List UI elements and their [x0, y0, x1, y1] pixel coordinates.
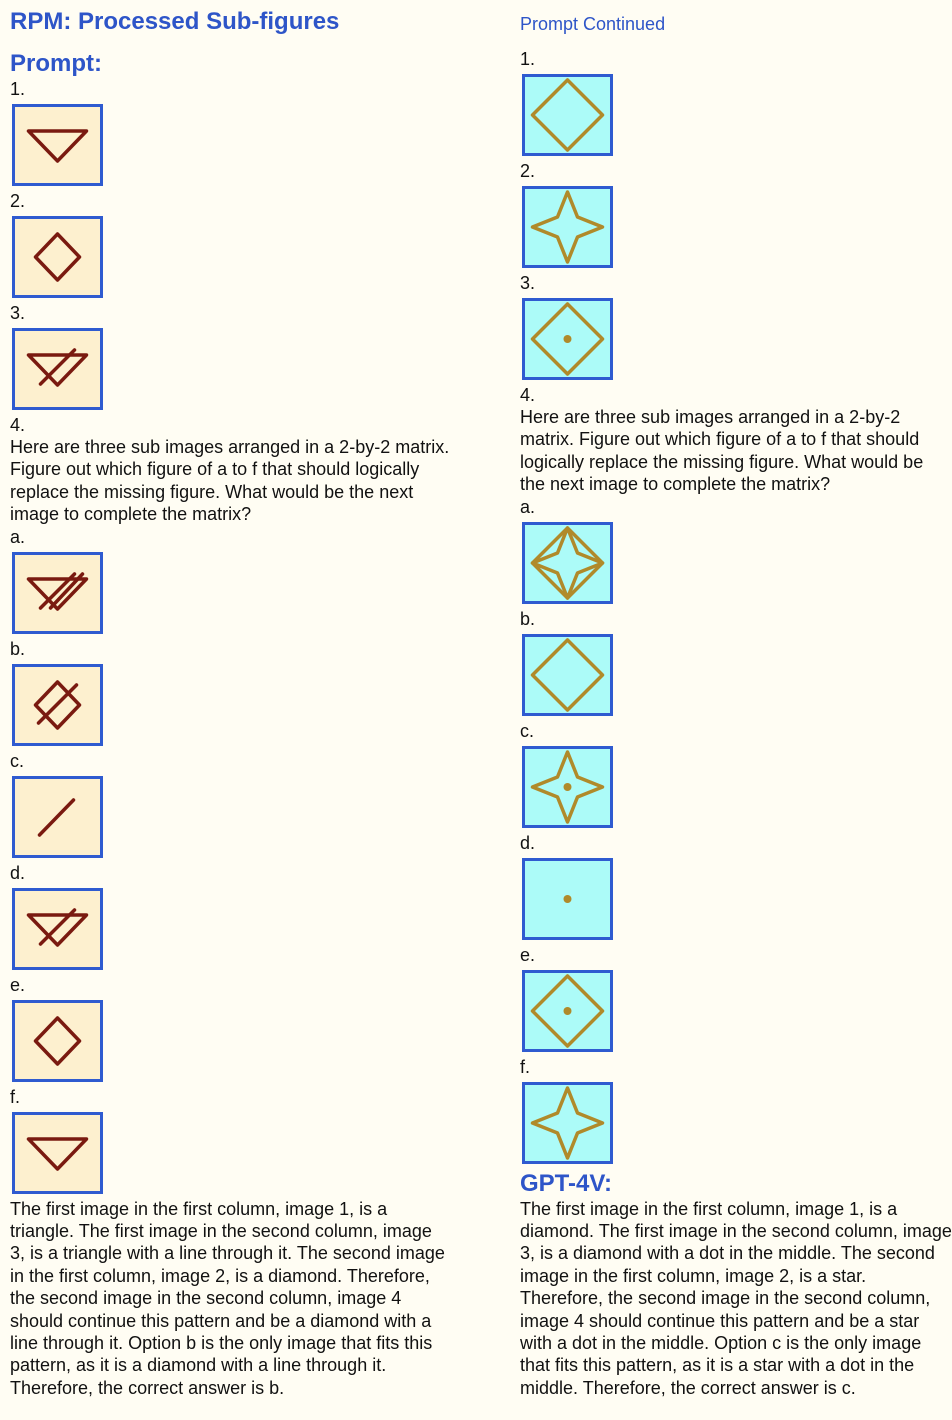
diamond-icon [33, 232, 82, 282]
triangle-line-icon [26, 348, 89, 387]
option-label: a. [520, 496, 536, 517]
answer-text: The first image in the first column, ima… [10, 1198, 445, 1398]
option-triangle-double-line-figure [12, 551, 103, 634]
option-diamond-star-figure [522, 521, 613, 604]
option-label: b. [10, 638, 26, 659]
prompt-item-label: 3. [520, 273, 536, 293]
diamond-icon [530, 637, 605, 712]
star-icon [530, 1085, 605, 1160]
prompt-item-diamond-dot-figure [522, 298, 613, 380]
diamond-dot-icon [530, 973, 605, 1048]
prompt-item-diamond-figure [12, 216, 103, 298]
prompt-continued-heading: Prompt Continued [520, 14, 666, 34]
option-figures: a. b. c. d. e. f. [520, 496, 952, 1164]
option-label: f. [520, 1056, 531, 1077]
option-label: c. [10, 750, 25, 771]
triangle-double-line-icon [26, 571, 89, 611]
prompt-item-label: 1. [10, 79, 26, 99]
diamond-dot-icon [530, 302, 605, 376]
diamond-star-icon [530, 525, 605, 600]
option-diamond-dot-figure [522, 969, 613, 1052]
option-label: f. [10, 1086, 21, 1107]
page-title: RPM: Processed Sub-figures [10, 8, 340, 35]
option-label: e. [10, 974, 26, 995]
star-icon [530, 190, 605, 264]
prompt-item-label: 1. [520, 49, 536, 69]
question-text: Here are three sub images arranged in a … [10, 437, 450, 525]
diamond-icon [530, 78, 605, 152]
line-icon [37, 797, 76, 837]
option-line-figure [12, 775, 103, 858]
prompt-figures: 1. 2. 3. [520, 48, 952, 380]
triangle-icon [26, 1136, 89, 1171]
question-text: Here are three sub images arranged in a … [520, 407, 924, 495]
star-dot-icon [530, 749, 605, 824]
dot-icon [563, 894, 572, 903]
option-label: a. [10, 526, 26, 547]
option-diamond-line-figure [12, 663, 103, 746]
prompt-item-star-figure [522, 186, 613, 268]
option-triangle-line-figure [12, 887, 103, 970]
option-label: d. [10, 862, 26, 883]
prompt-item-label: 3. [10, 303, 26, 323]
option-dot-figure [522, 857, 613, 940]
triangle-line-icon [26, 907, 89, 947]
question-label: 4. [10, 415, 26, 435]
prompt-item-triangle-figure [12, 104, 103, 186]
option-diamond-figure [12, 999, 103, 1082]
option-triangle-figure [12, 1111, 103, 1194]
prompt-figures: 1. 2. 3. [10, 78, 450, 410]
option-star-dot-figure [522, 745, 613, 828]
triangle-icon [26, 129, 89, 163]
option-label: b. [520, 608, 536, 629]
option-star-figure [522, 1081, 613, 1164]
prompt-item-label: 2. [10, 191, 26, 211]
prompt-item-diamond-figure [522, 74, 613, 156]
option-label: d. [520, 832, 536, 853]
gpt4v-heading: GPT-4V: [520, 1169, 613, 1197]
diamond-icon [33, 1015, 82, 1066]
option-label: e. [520, 944, 536, 965]
prompt-heading: Prompt: [10, 50, 102, 77]
option-figures: a. b. c. d. e. f. [10, 526, 450, 1194]
answer-text: The first image in the first column, ima… [520, 1198, 952, 1398]
prompt-item-label: 2. [520, 161, 536, 181]
diamond-line-icon [33, 679, 82, 730]
question-label: 4. [520, 385, 536, 405]
option-label: c. [520, 720, 535, 741]
option-diamond-figure [522, 633, 613, 716]
prompt-item-triangle-line-figure [12, 328, 103, 410]
